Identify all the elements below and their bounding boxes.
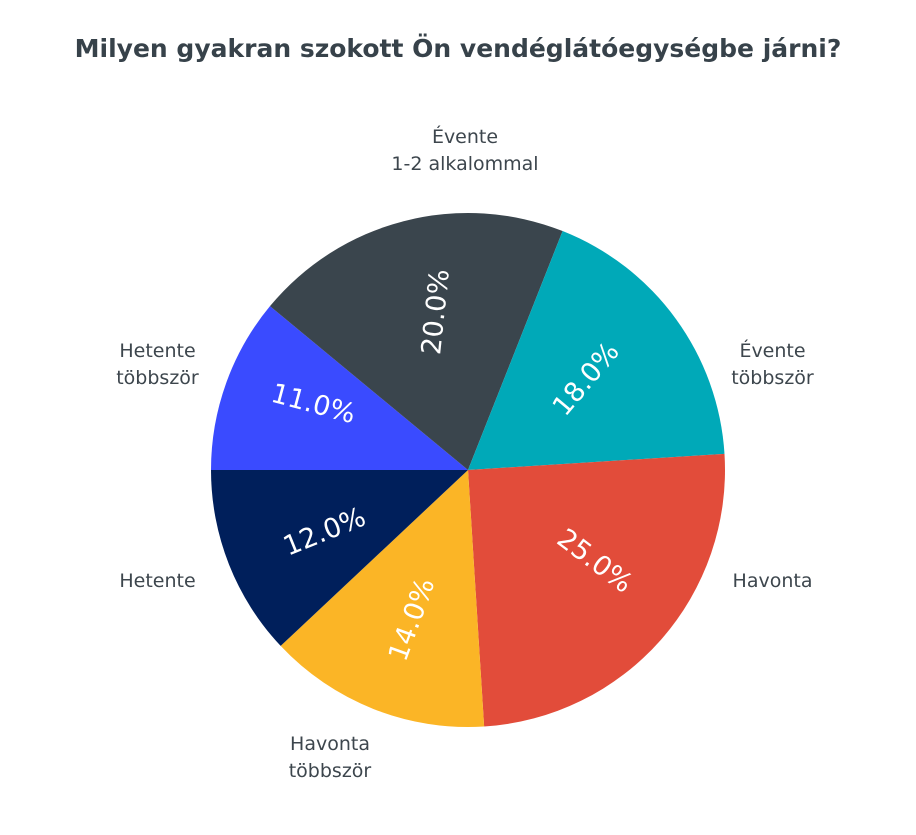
label-hetente: Hetente	[119, 570, 196, 592]
label-evente-tobbszor: Évente többször	[731, 340, 814, 389]
pie-slice	[211, 306, 468, 470]
label-havonta: Havonta	[732, 570, 813, 592]
chart-title: Milyen gyakran szokott Ön vendéglátóegys…	[74, 34, 842, 63]
pie-slice	[269, 212, 563, 470]
label-evente-1-2-alkalommal: Évente 1-2 alkalommal	[391, 126, 539, 175]
label-havonta-tobbszor: Havonta többször	[288, 733, 372, 782]
label-hetente-tobbszor: Hetente többször	[116, 340, 199, 389]
pie-slice	[211, 470, 468, 646]
pie-slice	[468, 453, 725, 727]
pie-slice	[280, 470, 485, 727]
pie-slice	[468, 231, 725, 470]
